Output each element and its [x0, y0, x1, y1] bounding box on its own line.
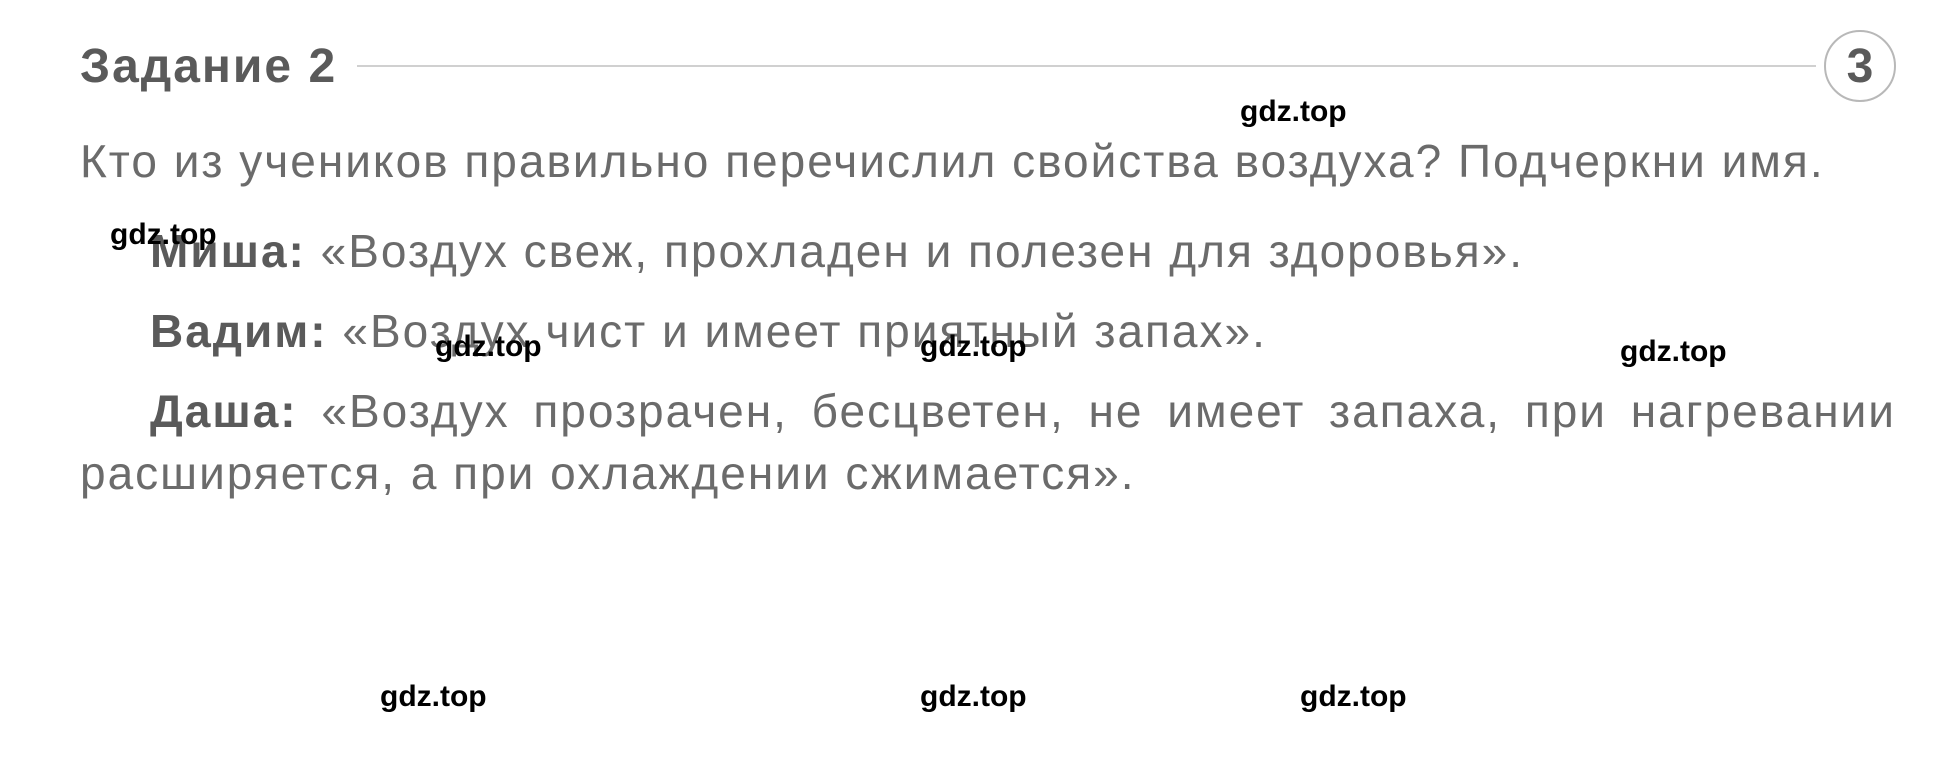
watermark-text: gdz.top [1620, 335, 1727, 369]
question-text: Кто из учеников правильно перечислил сво… [80, 130, 1896, 192]
answer-misha: Миша: «Воздух свеж, прохладен и полезен … [80, 220, 1896, 282]
watermark-text: gdz.top [435, 330, 542, 364]
watermark-text: gdz.top [920, 330, 1027, 364]
task-number-circle: 3 [1824, 30, 1896, 102]
watermark-text: gdz.top [1300, 680, 1407, 714]
answer-text: «Воздух прозрачен, бесцветен, не имеет з… [80, 385, 1896, 499]
watermark-text: gdz.top [380, 680, 487, 714]
task-title: Задание 2 [80, 39, 337, 94]
answer-text: «Воздух свеж, прохладен и полезен для зд… [306, 225, 1524, 277]
task-header: Задание 2 3 [80, 30, 1896, 102]
task-number: 3 [1847, 39, 1874, 94]
watermark-text: gdz.top [1240, 95, 1347, 129]
divider-line [357, 65, 1816, 67]
answer-name: Вадим: [150, 305, 328, 357]
watermark-text: gdz.top [920, 680, 1027, 714]
watermark-text: gdz.top [110, 218, 217, 252]
answer-dasha: Даша: «Воздух прозрачен, бесцветен, не и… [80, 380, 1896, 504]
answer-name: Даша: [150, 385, 298, 437]
